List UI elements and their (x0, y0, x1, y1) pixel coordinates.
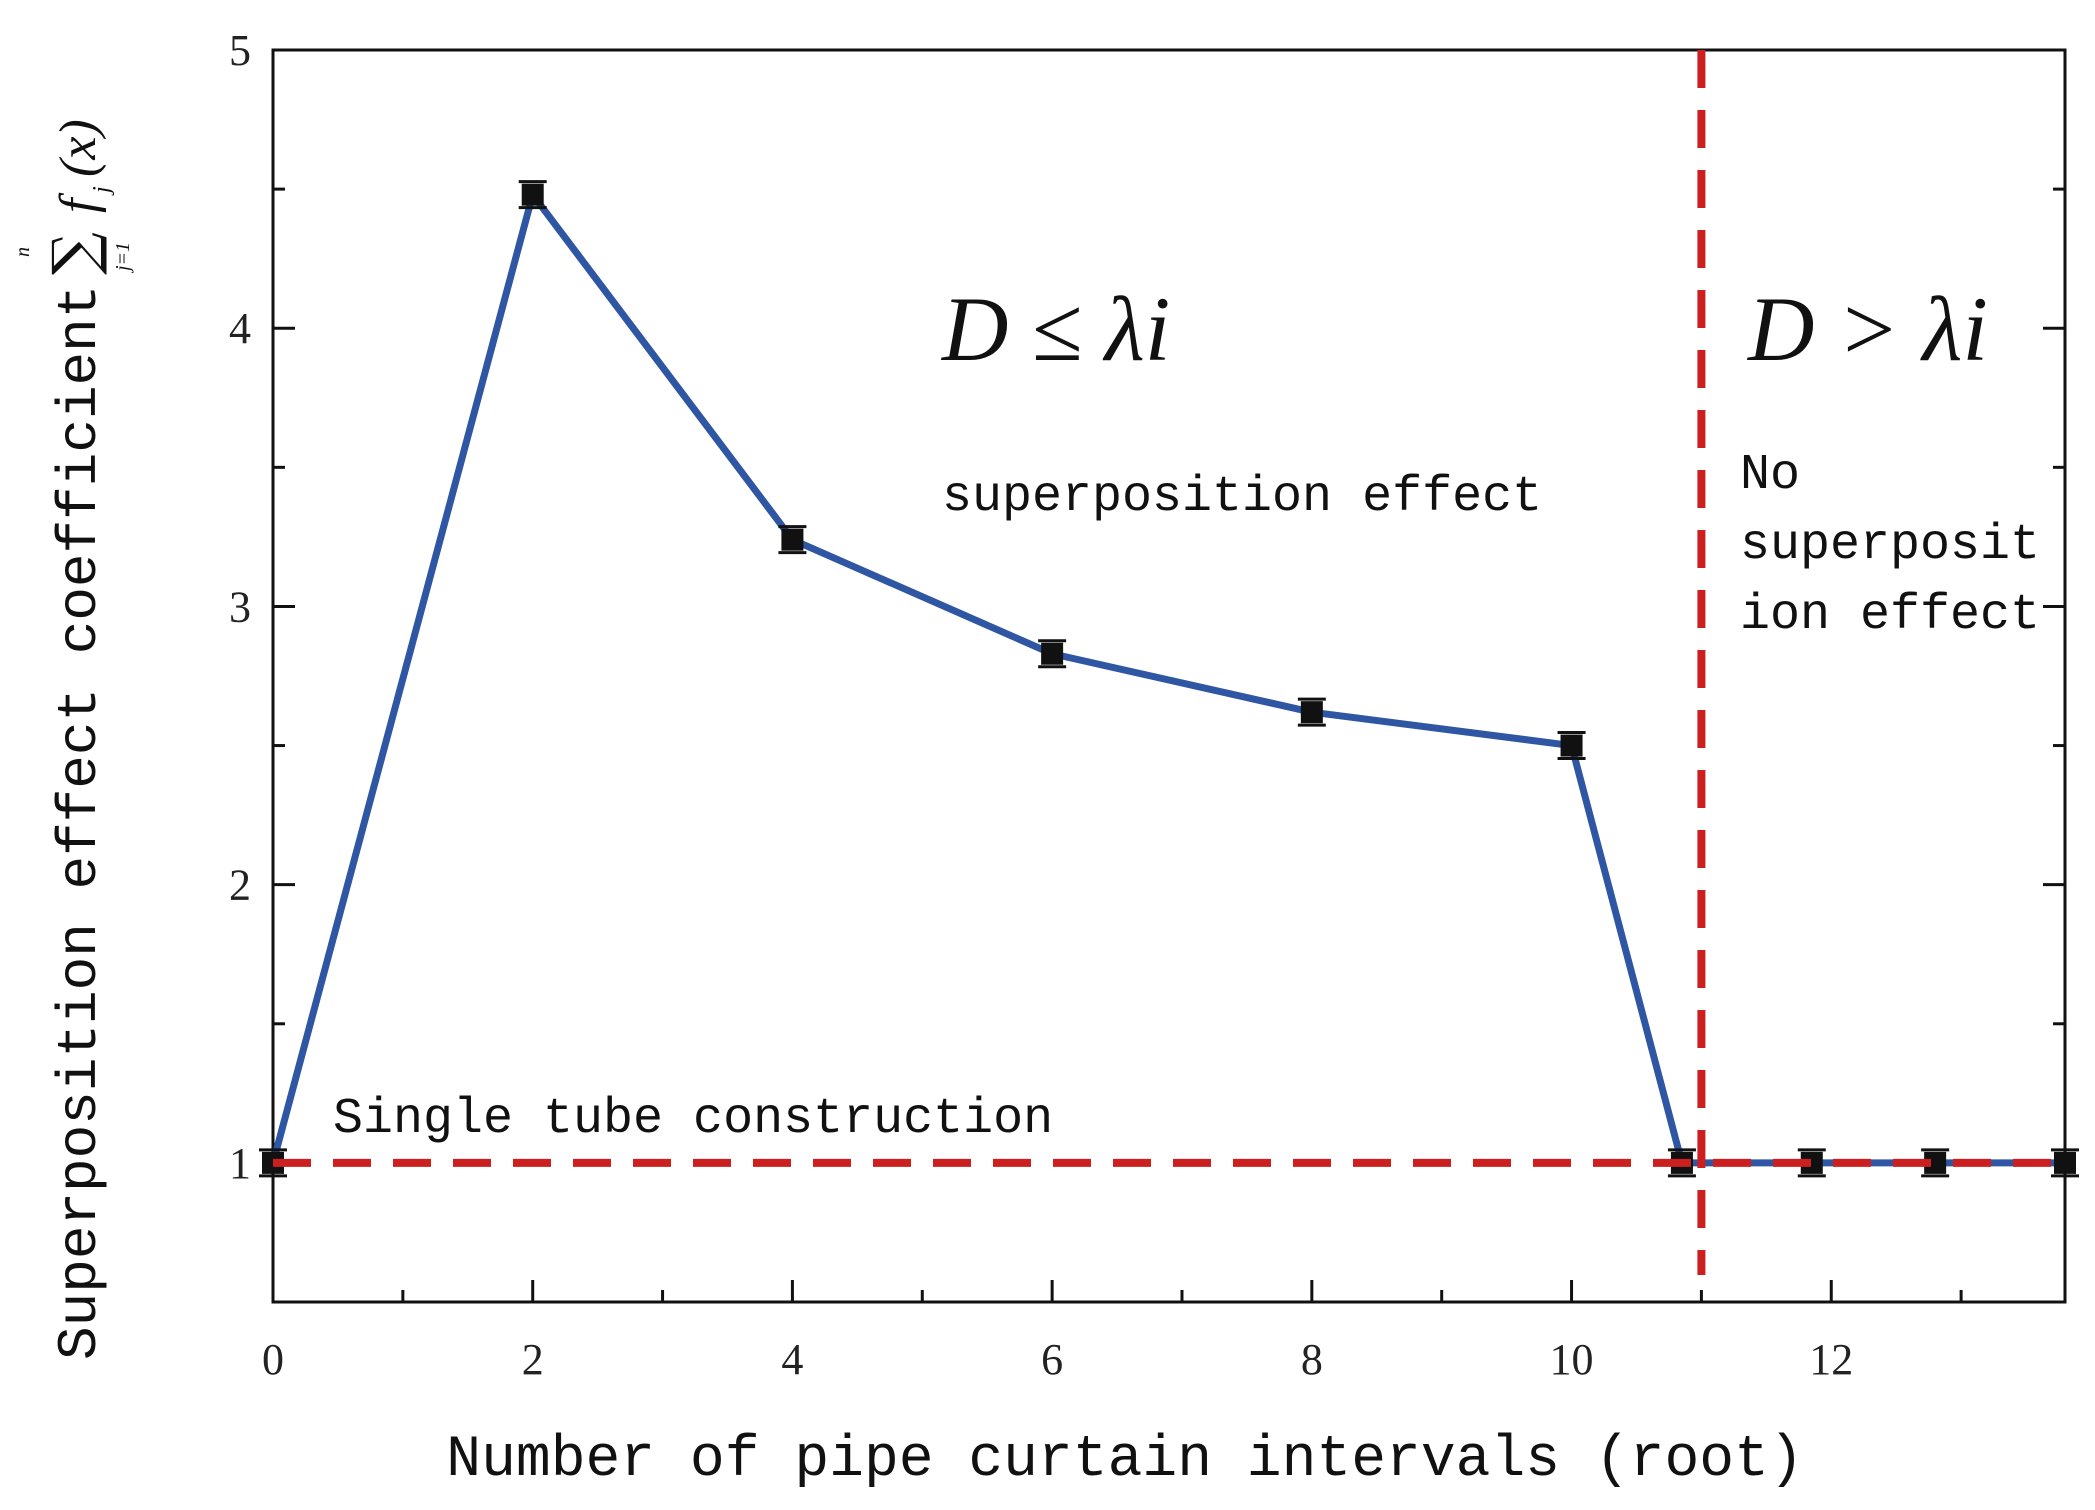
x-tick-label: 8 (1301, 1335, 1323, 1384)
data-point (1924, 1151, 1947, 1174)
x-axis: 0 2 4 6 8 10 12 (262, 1280, 1963, 1384)
formula-function: f (50, 192, 107, 213)
formula-lower-limit: j=1 (112, 242, 134, 274)
series-line (269, 191, 2065, 1167)
left-condition-label: D ≤ λi (940, 278, 1170, 380)
y-tick-label: 2 (229, 861, 251, 910)
data-point (1800, 1151, 1823, 1174)
data-point (1300, 701, 1323, 724)
plot-frame (271, 48, 2067, 1304)
y-tick-label: 3 (229, 582, 251, 631)
formula-sigma: ∑ (40, 232, 110, 275)
x-tick-label: 12 (1809, 1335, 1853, 1384)
x-tick-label: 4 (781, 1335, 803, 1384)
right-effect-line-3: ion effect (1740, 587, 2040, 644)
x-tick-label: 10 (1550, 1335, 1594, 1384)
left-effect-label: superposition effect (942, 469, 1542, 526)
y-tick-label: 1 (229, 1139, 251, 1188)
data-point (1560, 734, 1583, 757)
data-point (521, 183, 544, 206)
formula-argument: (x) (50, 119, 107, 177)
x-tick-label: 2 (522, 1335, 544, 1384)
formula-upper-limit: n (12, 247, 34, 257)
y-tick-label: 5 (229, 26, 251, 75)
x-tick-label: 0 (262, 1335, 284, 1384)
x-tick-label: 6 (1041, 1335, 1063, 1384)
y-axis-title-text: Superposition effect coefficient (48, 285, 112, 1360)
formula-subscript: j (89, 186, 115, 196)
baseline-label: Single tube construction (333, 1091, 1053, 1148)
y-axis-title: Superposition effect coefficient n ∑ j=1… (12, 119, 134, 1360)
right-effect-line-2: superposit (1740, 517, 2040, 574)
x-axis-title: Number of pipe curtain intervals (root) (446, 1428, 1803, 1493)
y-tick-label: 4 (229, 304, 251, 353)
right-effect-line-1: No (1740, 447, 1800, 504)
data-point (2054, 1151, 2076, 1174)
y-axis-formula: n ∑ j=1 f j (x) (12, 119, 134, 275)
reference-lines (273, 50, 2065, 1275)
y-axis: 1 2 3 4 5 (229, 26, 2065, 1304)
data-point (781, 528, 804, 551)
data-point (1041, 642, 1064, 665)
right-condition-label: D > λi (1746, 278, 1988, 380)
